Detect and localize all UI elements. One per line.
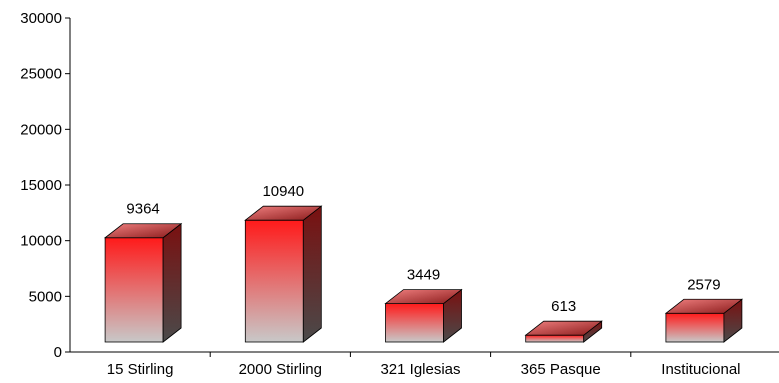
bar-side — [162, 222, 182, 343]
x-category-label: 365 Pasque — [521, 361, 601, 378]
bar-1 — [103, 222, 183, 343]
x-category-label: 321 Iglesias — [380, 361, 460, 378]
bar-top — [103, 223, 183, 239]
y-tick-label: 5000 — [29, 288, 62, 305]
bar-top — [664, 298, 744, 314]
x-category-label: 15 Stirling — [107, 361, 174, 378]
bar-front — [665, 312, 725, 343]
x-category-label: Institucional — [661, 361, 740, 378]
bar-2 — [244, 205, 323, 343]
y-tick-label: 15000 — [20, 177, 62, 194]
bar-3 — [384, 288, 463, 343]
bar-front — [525, 334, 585, 343]
bar-front — [244, 219, 304, 343]
data-label: 10940 — [262, 183, 304, 200]
data-label: 2579 — [687, 276, 720, 293]
y-tick-label: 30000 — [20, 10, 62, 27]
bar-top — [524, 320, 603, 336]
y-tick-label: 10000 — [20, 233, 62, 250]
data-label: 9364 — [126, 201, 159, 218]
data-label: 3449 — [407, 267, 440, 284]
y-tick-label: 25000 — [20, 66, 62, 83]
bar-4 — [524, 320, 603, 343]
y-tick-label: 20000 — [20, 121, 62, 138]
x-category-label: 2000 Stirling — [239, 361, 322, 378]
bar-top — [384, 289, 463, 305]
axes — [65, 17, 779, 357]
bar-front — [385, 303, 444, 343]
bar-front — [104, 237, 164, 343]
data-label: 613 — [551, 298, 576, 315]
bar-5 — [664, 298, 744, 343]
labels: 0 5000 10000 15000 20000 25000 30000 9364 15 Sti… — [20, 10, 740, 378]
y-tick-label: 0 — [54, 344, 62, 361]
bar-side — [302, 205, 322, 343]
bars — [103, 205, 744, 343]
bar-top — [244, 205, 323, 221]
